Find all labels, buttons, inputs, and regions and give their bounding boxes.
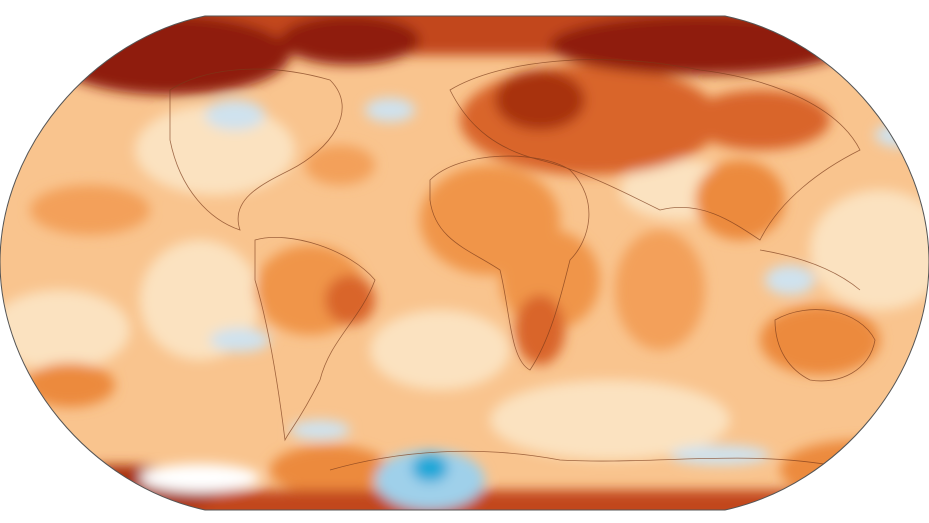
coastlines [169, 59, 876, 471]
map-outline [0, 15, 929, 511]
